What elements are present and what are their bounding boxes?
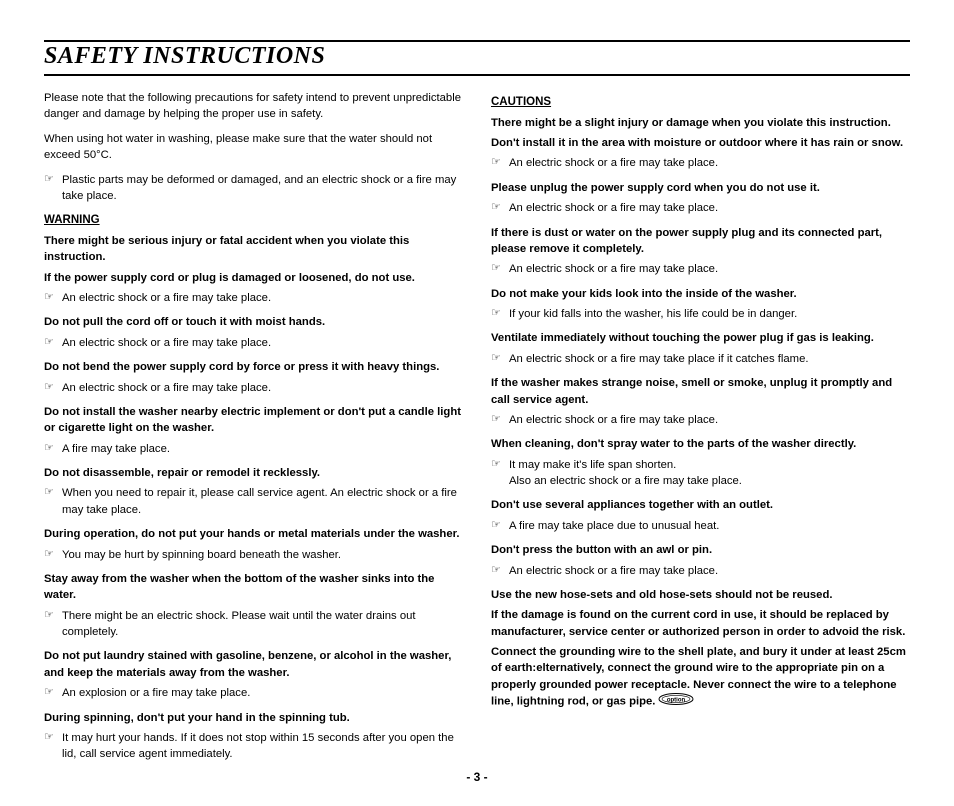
warning-items: There might be serious injury or fatal a… [44, 233, 463, 763]
instruction-heading: Do not put laundry stained with gasoline… [44, 648, 463, 681]
instruction-heading: If the power supply cord or plug is dama… [44, 270, 463, 286]
instruction-heading: Do not disassemble, repair or remodel it… [44, 465, 463, 481]
instruction-bullet: ☞You may be hurt by spinning board benea… [44, 547, 463, 563]
cautions-heading: CAUTIONS [491, 94, 910, 111]
bullet-text: It may hurt your hands. If it does not s… [62, 730, 463, 763]
caution-items: There might be a slight injury or damage… [491, 115, 910, 711]
instruction-bullet: ☞An electric shock or a fire may take pl… [491, 261, 910, 277]
instruction-bullet: ☞A fire may take place. [44, 441, 463, 457]
instruction-heading: Do not bend the power supply cord by for… [44, 359, 463, 375]
instruction-heading: During operation, do not put your hands … [44, 526, 463, 542]
instruction-heading: Don't install it in the area with moistu… [491, 135, 910, 151]
instruction-heading: Don't press the button with an awl or pi… [491, 542, 910, 558]
instruction-heading: If the damage is found on the current co… [491, 607, 910, 640]
instruction-heading: During spinning, don't put your hand in … [44, 710, 463, 726]
bullet-text: An explosion or a fire may take place. [62, 685, 463, 701]
bullet-marker-icon: ☞ [44, 335, 62, 351]
instruction-bullet: ☞It may make it's life span shorten.Also… [491, 457, 910, 490]
instruction-heading: Connect the grounding wire to the shell … [491, 644, 910, 711]
instruction-bullet: ☞It may hurt your hands. If it does not … [44, 730, 463, 763]
bullet-marker-icon: ☞ [44, 380, 62, 396]
bullet-marker-icon: ☞ [491, 457, 509, 490]
instruction-bullet: ☞An electric shock or a fire may take pl… [491, 200, 910, 216]
bullet-text: It may make it's life span shorten.Also … [509, 457, 910, 490]
bullet-marker-icon: ☞ [44, 547, 62, 563]
instruction-bullet: ☞If your kid falls into the washer, his … [491, 306, 910, 322]
instruction-heading: There might be a slight injury or damage… [491, 115, 910, 131]
intro-bullet: ☞ Plastic parts may be deformed or damag… [44, 172, 463, 205]
bullet-marker-icon: ☞ [491, 518, 509, 534]
bullet-marker-icon: ☞ [44, 730, 62, 763]
bullet-marker-icon: ☞ [491, 306, 509, 322]
bullet-text: An electric shock or a fire may take pla… [62, 380, 463, 396]
bullet-text: An electric shock or a fire may take pla… [509, 563, 910, 579]
bullet-marker-icon: ☞ [44, 608, 62, 641]
bullet-text: You may be hurt by spinning board beneat… [62, 547, 463, 563]
instruction-heading: Do not pull the cord off or touch it wit… [44, 314, 463, 330]
instruction-heading: Don't use several appliances together wi… [491, 497, 910, 513]
bullet-marker-icon: ☞ [44, 685, 62, 701]
instruction-bullet: ☞An electric shock or a fire may take pl… [491, 155, 910, 171]
option-badge-icon: option [658, 693, 694, 710]
svg-text:option: option [667, 697, 686, 703]
bullet-marker-icon: ☞ [44, 441, 62, 457]
bullet-text: An electric shock or a fire may take pla… [509, 261, 910, 277]
page-title: SAFETY INSTRUCTIONS [44, 40, 910, 76]
bullet-marker-icon: ☞ [44, 172, 62, 205]
bullet-text: There might be an electric shock. Please… [62, 608, 463, 641]
bullet-marker-icon: ☞ [491, 351, 509, 367]
bullet-text: An electric shock or a fire may take pla… [509, 200, 910, 216]
bullet-text: When you need to repair it, please call … [62, 485, 463, 518]
instruction-heading: When cleaning, don't spray water to the … [491, 436, 910, 452]
bullet-marker-icon: ☞ [44, 290, 62, 306]
intro-paragraph-1: Please note that the following precautio… [44, 90, 463, 123]
page-number: - 3 - [0, 770, 954, 784]
bullet-text: An electric shock or a fire may take pla… [509, 412, 910, 428]
bullet-text: An electric shock or a fire may take pla… [62, 335, 463, 351]
bullet-marker-icon: ☞ [491, 563, 509, 579]
instruction-heading: Ventilate immediately without touching t… [491, 330, 910, 346]
left-column: Please note that the following precautio… [44, 90, 463, 771]
instruction-heading: Stay away from the washer when the botto… [44, 571, 463, 604]
instruction-bullet: ☞When you need to repair it, please call… [44, 485, 463, 518]
bullet-text: An electric shock or a fire may take pla… [509, 351, 910, 367]
instruction-heading: Do not install the washer nearby electri… [44, 404, 463, 437]
instruction-heading: If the washer makes strange noise, smell… [491, 375, 910, 408]
bullet-text: A fire may take place due to unusual hea… [509, 518, 910, 534]
instruction-bullet: ☞An electric shock or a fire may take pl… [44, 380, 463, 396]
instruction-heading: If there is dust or water on the power s… [491, 225, 910, 258]
instruction-bullet: ☞An explosion or a fire may take place. [44, 685, 463, 701]
instruction-bullet: ☞An electric shock or a fire may take pl… [44, 290, 463, 306]
warning-heading: WARNING [44, 212, 463, 229]
bullet-text: If your kid falls into the washer, his l… [509, 306, 910, 322]
bullet-text: An electric shock or a fire may take pla… [62, 290, 463, 306]
content-columns: Please note that the following precautio… [44, 90, 910, 771]
right-column: CAUTIONS There might be a slight injury … [491, 90, 910, 771]
instruction-bullet: ☞An electric shock or a fire may take pl… [44, 335, 463, 351]
instruction-heading: There might be serious injury or fatal a… [44, 233, 463, 266]
instruction-bullet: ☞An electric shock or a fire may take pl… [491, 412, 910, 428]
instruction-bullet: ☞A fire may take place due to unusual he… [491, 518, 910, 534]
bullet-marker-icon: ☞ [491, 261, 509, 277]
instruction-bullet: ☞An electric shock or a fire may take pl… [491, 351, 910, 367]
bullet-marker-icon: ☞ [491, 200, 509, 216]
instruction-heading: Please unplug the power supply cord when… [491, 180, 910, 196]
bullet-marker-icon: ☞ [44, 485, 62, 518]
intro-paragraph-2: When using hot water in washing, please … [44, 131, 463, 164]
bullet-marker-icon: ☞ [491, 412, 509, 428]
instruction-heading: Use the new hose-sets and old hose-sets … [491, 587, 910, 603]
intro-bullet-text: Plastic parts may be deformed or damaged… [62, 172, 463, 205]
instruction-bullet: ☞An electric shock or a fire may take pl… [491, 563, 910, 579]
instruction-bullet: ☞There might be an electric shock. Pleas… [44, 608, 463, 641]
instruction-heading: Do not make your kids look into the insi… [491, 286, 910, 302]
bullet-marker-icon: ☞ [491, 155, 509, 171]
bullet-text: An electric shock or a fire may take pla… [509, 155, 910, 171]
bullet-text: A fire may take place. [62, 441, 463, 457]
